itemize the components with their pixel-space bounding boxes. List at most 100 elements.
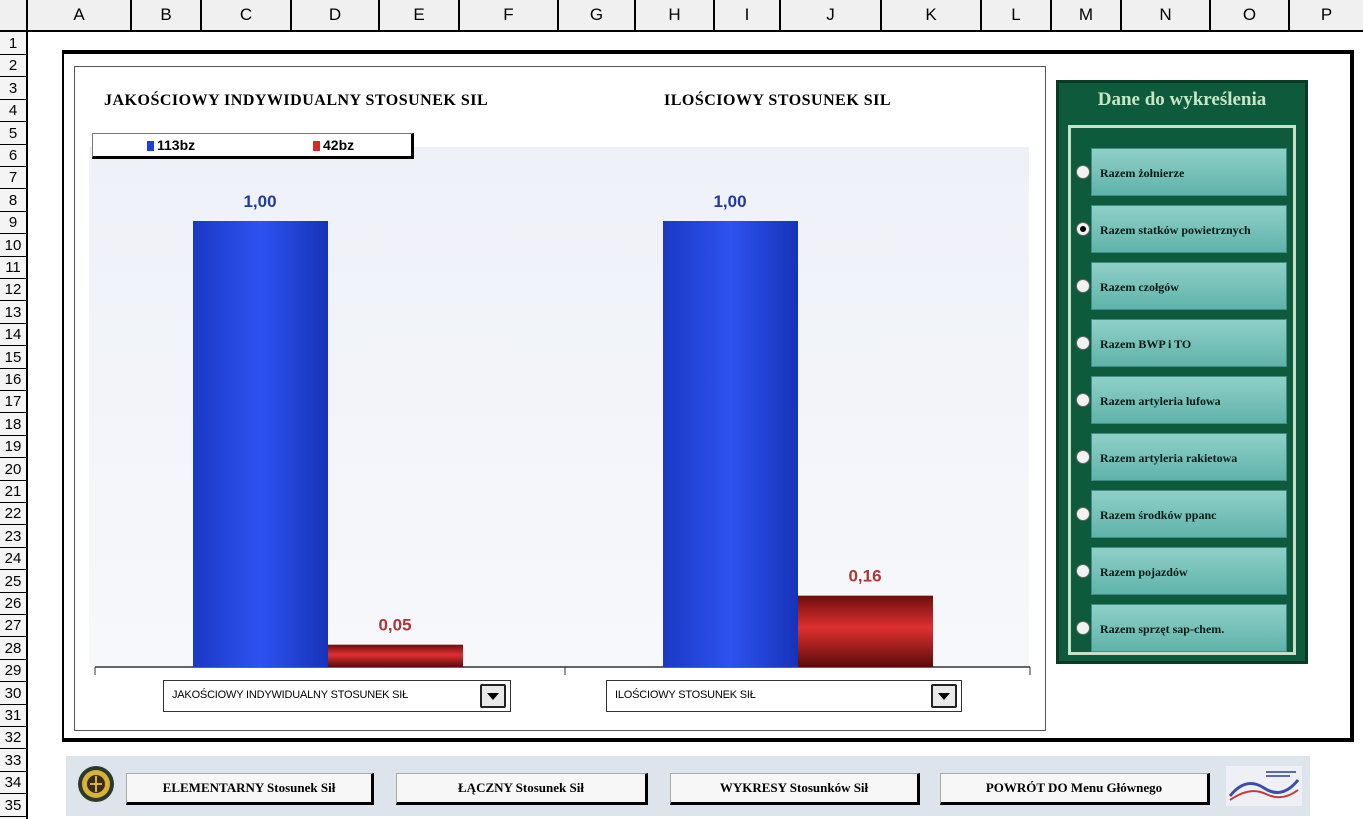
column-header-M[interactable]: M [1050,0,1120,30]
row-header-33[interactable]: 33 [0,749,26,772]
column-header-F[interactable]: F [458,0,557,30]
column-header-B[interactable]: B [130,0,200,30]
row-header-28[interactable]: 28 [0,637,26,660]
row-header-24[interactable]: 24 [0,547,26,571]
row-header-16[interactable]: 16 [0,368,26,391]
option-button-8[interactable]: Razem pojazdów [1091,547,1287,595]
option-button-4[interactable]: Razem BWP i TO [1091,319,1287,367]
column-header-N[interactable]: N [1120,0,1209,30]
option-button-3[interactable]: Razem czołgów [1091,262,1287,310]
row-header-25[interactable]: 25 [0,570,26,593]
radio-button-9[interactable] [1076,621,1090,635]
option-button-9[interactable]: Razem sprzęt sap-chem. [1091,604,1287,652]
row-header-3[interactable]: 3 [0,77,26,100]
column-header-K[interactable]: K [880,0,980,30]
column-header-E[interactable]: E [378,0,458,30]
row-header-5[interactable]: 5 [0,122,26,145]
column-header-D[interactable]: D [290,0,378,30]
legend-label-113bz: 113bz [157,137,196,153]
row-header-29[interactable]: 29 [0,659,26,683]
column-header-J[interactable]: J [779,0,880,30]
institution-logo-icon [1226,766,1302,806]
chart-area[interactable]: 1,00 0,05 1,00 0,16 [74,66,1046,731]
radio-button-5[interactable] [1076,393,1090,407]
row-header-30[interactable]: 30 [0,682,26,705]
row-header-8[interactable]: 8 [0,189,26,212]
option-group: Razem żołnierze Razem statków powietrznyc… [1068,125,1296,655]
row-header-2[interactable]: 2 [0,54,26,78]
elementary-force-ratio-button[interactable]: ELEMENTARNY Stosunek Sił [126,773,374,805]
chart-plot: 1,00 0,05 1,00 0,16 [89,147,1031,675]
row-header-17[interactable]: 17 [0,390,26,414]
sheet-frame [62,50,1354,742]
military-emblem-icon[interactable] [76,764,116,804]
row-header-19[interactable]: 19 [0,435,26,459]
column-header-P[interactable]: P [1288,0,1363,30]
back-to-main-menu-button[interactable]: POWRÓT DO Menu Głównego [940,773,1210,805]
row-header-12[interactable]: 12 [0,278,26,302]
dropdown-left-value: JAKOŚCIOWY INDYWIDUALNY STOSUNEK SIŁ [172,689,409,701]
column-header-L[interactable]: L [980,0,1050,30]
dropdown-chart-left[interactable]: JAKOŚCIOWY INDYWIDUALNY STOSUNEK SIŁ [163,680,511,712]
column-header-C[interactable]: C [200,0,290,30]
data-label-quality-113bz: 1,00 [243,192,276,211]
radio-button-4[interactable] [1076,336,1090,350]
option-label: Razem BWP i TO [1100,336,1192,351]
option-button-5[interactable]: Razem artyleria lufowa [1091,376,1287,424]
data-label-quality-42bz: 0,05 [378,616,411,635]
row-header-21[interactable]: 21 [0,480,26,503]
row-header-9[interactable]: 9 [0,211,26,235]
column-header-G[interactable]: G [557,0,634,30]
row-header-23[interactable]: 23 [0,525,26,548]
option-button-1[interactable]: Razem żołnierze [1091,148,1287,196]
option-label: Razem artyleria lufowa [1100,393,1221,408]
row-header-31[interactable]: 31 [0,704,26,727]
row-header-15[interactable]: 15 [0,346,26,369]
row-header-10[interactable]: 10 [0,234,26,257]
row-header-32[interactable]: 32 [0,726,26,750]
combined-force-ratio-button[interactable]: ŁĄCZNY Stosunek Sił [396,773,648,805]
legend-swatch-blue [147,141,154,152]
option-button-2[interactable]: Razem statków powietrznych [1091,205,1287,253]
row-header-34[interactable]: 34 [0,771,26,795]
row-header-18[interactable]: 18 [0,413,26,436]
option-label: Razem środków ppanc [1100,507,1217,522]
option-label: Razem pojazdów [1100,564,1188,579]
chart-legend[interactable]: 113bz 42bz [92,133,414,159]
row-header-11[interactable]: 11 [0,256,26,279]
radio-button-2[interactable] [1076,222,1090,236]
row-header-14[interactable]: 14 [0,323,26,347]
radio-button-7[interactable] [1076,507,1090,521]
option-button-7[interactable]: Razem środków ppanc [1091,490,1287,538]
panel-title: Dane do wykreślenia [1097,89,1267,110]
row-header-22[interactable]: 22 [0,502,26,526]
radio-button-6[interactable] [1076,450,1090,464]
row-header-13[interactable]: 13 [0,301,26,324]
row-header-4[interactable]: 4 [0,99,26,123]
row-header-26[interactable]: 26 [0,592,26,615]
row-header-27[interactable]: 27 [0,614,26,638]
row-header-6[interactable]: 6 [0,144,26,167]
bar-quality-42bz [328,644,463,667]
option-button-6[interactable]: Razem artyleria rakietowa [1091,433,1287,481]
dropdown-right-value: ILOŚCIOWY STOSUNEK SIŁ [615,689,756,701]
legend-swatch-red [313,141,320,152]
radio-button-1[interactable] [1076,165,1090,179]
force-ratio-charts-button[interactable]: WYKRESY Stosunków Sił [670,773,920,805]
chevron-down-icon [487,693,499,700]
dropdown-right-arrow-button[interactable] [931,684,957,708]
row-header-20[interactable]: 20 [0,458,26,481]
radio-button-3[interactable] [1076,279,1090,293]
dropdown-chart-right[interactable]: ILOŚCIOWY STOSUNEK SIŁ [606,680,962,712]
column-header-I[interactable]: I [713,0,779,30]
dropdown-left-arrow-button[interactable] [480,684,506,708]
option-label: Razem artyleria rakietowa [1100,450,1238,465]
column-header-O[interactable]: O [1209,0,1288,30]
row-header-1[interactable]: 1 [0,32,26,55]
column-header-H[interactable]: H [634,0,713,30]
option-label: Razem czołgów [1100,279,1179,294]
row-header-35[interactable]: 35 [0,794,26,817]
row-header-7[interactable]: 7 [0,166,26,190]
column-header-A[interactable]: A [26,0,130,30]
radio-button-8[interactable] [1076,564,1090,578]
